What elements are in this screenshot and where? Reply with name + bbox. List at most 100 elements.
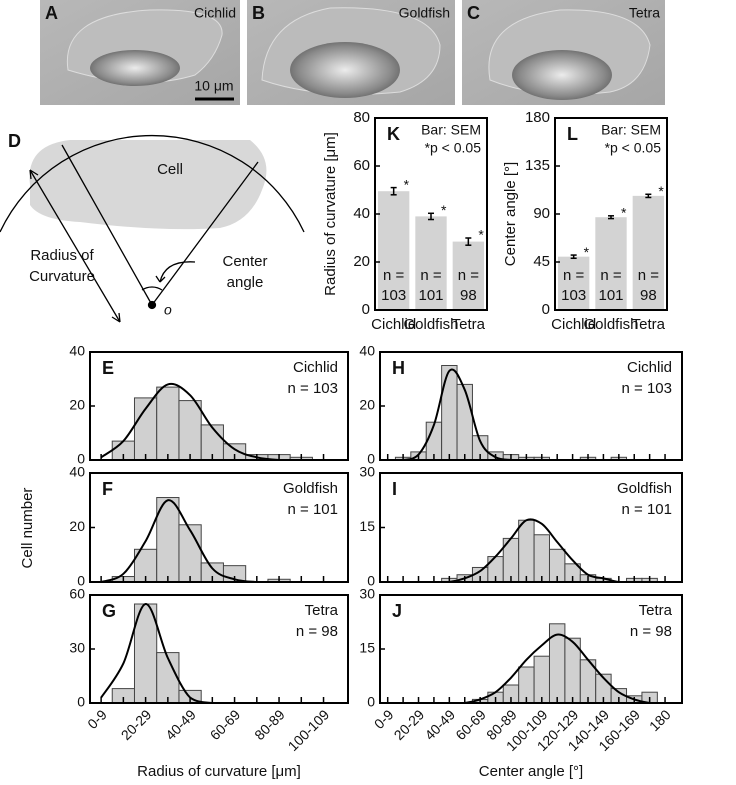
histogram-bar (456, 383, 473, 461)
y-tick-label: 0 (77, 451, 85, 467)
annotation: n = 103 (288, 380, 338, 397)
plot-frame (379, 594, 683, 704)
cell-label: Cell (157, 161, 183, 178)
y-tick-label: 0 (542, 301, 550, 318)
x-tick-label: Goldfish (583, 316, 638, 333)
panel-letter: L (567, 124, 578, 144)
panel-letter: B (252, 3, 265, 23)
y-tick-label: 40 (353, 205, 370, 222)
plot-frame (379, 472, 683, 583)
significance-star: * (404, 176, 410, 192)
significance-star: * (478, 227, 484, 243)
annotation: Goldfish (617, 480, 672, 497)
x-tick-label: 180 (646, 706, 674, 734)
bar-label: n = (383, 267, 405, 284)
bar (632, 195, 665, 310)
y-tick-label: 0 (367, 451, 375, 467)
y-axis-label: Center angle [°] (502, 162, 519, 266)
y-tick-label: 15 (359, 640, 375, 656)
bar-label: 101 (598, 287, 623, 304)
x-tick-label: 80-89 (251, 706, 288, 743)
y-tick-label: 135 (525, 157, 550, 174)
panel-letter: D (8, 131, 21, 151)
significance-star: * (584, 244, 590, 260)
diagram (0, 134, 305, 323)
y-tick-label: 0 (362, 301, 370, 318)
y-tick-label: 0 (367, 573, 375, 589)
y-tick-label: 40 (69, 464, 85, 480)
shared-y-label: Cell number (19, 488, 36, 569)
bar-label: 103 (561, 287, 586, 304)
image-label: Goldfish (399, 5, 450, 21)
histogram-bar (156, 386, 180, 461)
y-tick-label: 0 (77, 694, 85, 710)
y-axis-label: Radius of curvature [μm] (322, 132, 339, 296)
histogram-bar (533, 534, 550, 583)
y-tick-label: 30 (359, 586, 375, 602)
significance-star: * (658, 183, 664, 199)
bar-label: 98 (460, 287, 477, 304)
bar-label: n = (458, 267, 480, 284)
panel-letter: F (102, 479, 113, 499)
histogram-bar (178, 524, 202, 583)
x-tick-label: 40-49 (162, 706, 199, 743)
radius-label: Curvature (29, 268, 95, 285)
annotation: Goldfish (283, 480, 338, 497)
y-tick-label: 20 (69, 518, 85, 534)
annotation: n = 101 (622, 501, 672, 518)
x-tick-label: Cichlid (551, 316, 596, 333)
annotation: Bar: SEM (601, 122, 661, 138)
x-tick-label: 60-69 (452, 706, 489, 743)
plot-frame (554, 117, 668, 311)
y-tick-label: 80 (353, 109, 370, 126)
y-tick-label: 30 (359, 464, 375, 480)
annotation: n = 103 (622, 380, 672, 397)
x-tick-label: Goldfish (403, 316, 458, 333)
x-tick-label: Cichlid (371, 316, 416, 333)
x-tick-label: 0-9 (371, 706, 397, 732)
plot-frame (89, 594, 349, 704)
radius-label: Radius of (30, 247, 94, 264)
bar-label: n = (420, 267, 442, 284)
plot-frame (374, 117, 488, 311)
y-tick-label: 40 (359, 343, 375, 359)
x-tick-label: 40-49 (421, 706, 458, 743)
x-tick-label: Tetra (632, 316, 666, 333)
annotation: n = 101 (288, 501, 338, 518)
micrograph (40, 0, 665, 105)
significance-star: * (441, 202, 447, 218)
bar-label: 103 (381, 287, 406, 304)
annotation: n = 98 (296, 623, 338, 640)
panel-letter: K (387, 124, 400, 144)
bar-label: 101 (418, 287, 443, 304)
panel-letter: H (392, 358, 405, 378)
panel-letter: I (392, 479, 397, 499)
bar (595, 217, 627, 310)
bar-label: n = (600, 267, 622, 284)
annotation: Tetra (639, 602, 673, 619)
bar (415, 216, 447, 310)
bar-label: 98 (640, 287, 657, 304)
bar-label: n = (638, 267, 660, 284)
angle-label: angle (227, 274, 264, 291)
bar-label: n = (563, 267, 585, 284)
panel-letter: J (392, 601, 402, 621)
panel-letter: A (45, 3, 58, 23)
y-tick-label: 15 (359, 518, 375, 534)
histogram-bar (178, 400, 202, 461)
annotation: Tetra (305, 602, 339, 619)
x-tick-label: 20-29 (118, 706, 155, 743)
x-tick-label: Tetra (452, 316, 486, 333)
panel-letter: E (102, 358, 114, 378)
scale-bar-label: 10 μm (194, 78, 233, 94)
y-tick-label: 45 (533, 253, 550, 270)
y-tick-label: 180 (525, 109, 550, 126)
panel-letter: G (102, 601, 116, 621)
x-axis-label: Center angle [°] (479, 763, 583, 780)
histogram-bar (518, 519, 535, 583)
plot-frame (379, 351, 683, 461)
histogram-bar (533, 655, 550, 704)
bar (452, 241, 485, 310)
y-tick-label: 60 (353, 157, 370, 174)
y-tick-label: 30 (69, 640, 85, 656)
